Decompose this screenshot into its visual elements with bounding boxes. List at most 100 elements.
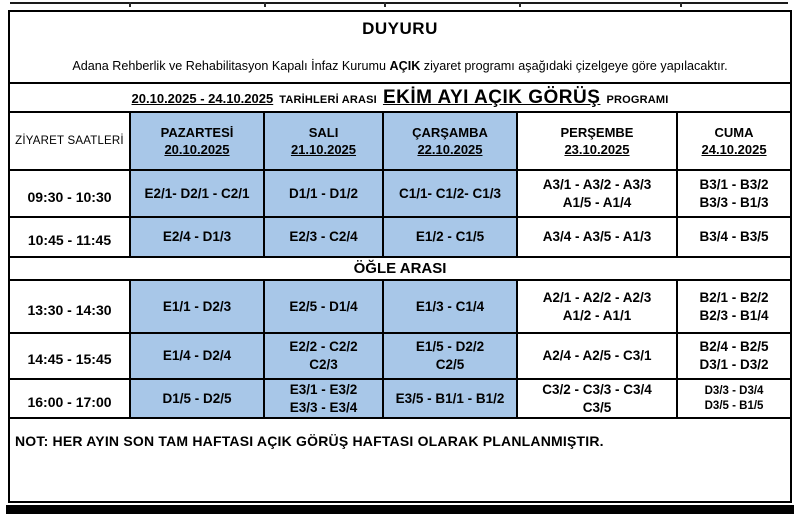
schedule-cell: E1/3 - C1/4 — [382, 279, 518, 334]
ward-list-line: E1/3 - C1/4 — [415, 298, 485, 314]
time-slot: 10:45 - 11:45 — [10, 216, 131, 258]
schedule-cell: E2/1- D2/1 - C2/1 — [129, 169, 265, 218]
lunch-break-row: ÖĞLE ARASI — [10, 256, 791, 281]
schedule-cell: D3/3 - D3/4 D3/5 - B1/5 — [675, 377, 791, 420]
program-suffix: PROGRAMI — [606, 93, 669, 106]
schedule-cell: C3/2 - C3/3 - C3/4 C3/5 — [516, 377, 678, 420]
schedule-cell: E2/3 - C2/4 — [263, 216, 384, 258]
date-range: 20.10.2025 - 24.10.2025 — [131, 90, 274, 106]
day-name: CUMA — [714, 124, 754, 140]
schedule-cell: E2/4 - D1/3 — [129, 216, 265, 258]
ward-list-line: B2/1 - B2/2 — [699, 289, 769, 305]
schedule-cell: E1/1 - D2/3 — [129, 279, 265, 334]
ward-list-line: A1/2 - A1/1 — [562, 307, 632, 323]
time-slot: 09:30 - 10:30 — [10, 169, 131, 218]
ward-list-line: E2/4 - D1/3 — [162, 229, 232, 245]
ward-list-line: E2/2 - C2/2 — [289, 339, 358, 355]
day-date: 21.10.2025 — [290, 142, 357, 158]
page-title: DUYURU — [362, 19, 438, 38]
day-name: ÇARŞAMBA — [412, 124, 488, 140]
ward-list-line: B3/3 - B1/3 — [699, 194, 769, 210]
subtitle-suffix: ziyaret programı aşağıdaki çizelgeye gör… — [420, 59, 728, 73]
day-header-row: ZİYARET SAATLERİ PAZARTESİ 20.10.2025 SALI… — [10, 111, 791, 171]
day-name: PAZARTESİ — [160, 124, 234, 140]
day-header-perşembe: PERŞEMBE 23.10.2025 — [516, 111, 678, 171]
day-header-cuma: CUMA 24.10.2025 — [675, 111, 791, 171]
ward-list-line: A2/4 - A2/5 - C3/1 — [542, 348, 652, 364]
schedule-cell: E3/1 - E3/2 E3/3 - E3/4 — [263, 377, 384, 420]
ward-list-line: E1/4 - D2/4 — [162, 348, 232, 364]
ward-list-line: C3/5 — [582, 399, 612, 415]
schedule-cell: E1/2 - C1/5 — [382, 216, 518, 258]
lunch-break-label: ÖĞLE ARASI — [10, 256, 791, 281]
announcement-header: DUYURU Adana Rehberlik ve Rehabilitasyon… — [10, 12, 790, 84]
day-header-sali: SALI 21.10.2025 — [263, 111, 384, 171]
day-header-çarşamba: ÇARŞAMBA 22.10.2025 — [382, 111, 518, 171]
schedule-cell: A2/4 - A2/5 - C3/1 — [516, 332, 678, 380]
ward-list-line: E1/5 - D2/2 — [415, 339, 485, 355]
note-row: NOT: HER AYIN SON TAM HAFTASI AÇIK GÖRÜŞ… — [10, 417, 791, 463]
schedule-cell: D1/1 - D1/2 — [263, 169, 384, 218]
schedule-cell: B2/4 - B2/5 D3/1 - D3/2 — [675, 332, 791, 380]
program-title-bar: 20.10.2025 - 24.10.2025 TARİHLERİ ARASI EK… — [10, 84, 791, 113]
ward-list-line: E2/1- D2/1 - C2/1 — [144, 185, 250, 201]
schedule-cell: B2/1 - B2/2 B2/3 - B1/4 — [675, 279, 791, 334]
time-column-header: ZİYARET SAATLERİ — [10, 111, 131, 171]
ward-list-line: A2/1 - A2/2 - A2/3 — [542, 289, 652, 305]
ward-list-line: E3/3 - E3/4 — [289, 399, 358, 415]
schedule-cell: C1/1- C1/2- C1/3 — [382, 169, 518, 218]
schedule-row: 14:45 - 15:45 E1/4 - D2/4 E2/2 - C2/2 C2/3 E… — [10, 332, 791, 380]
ward-list-line: C1/1- C1/2- C1/3 — [398, 185, 502, 201]
day-date: 23.10.2025 — [564, 142, 630, 158]
ward-list-line: C2/5 — [435, 357, 465, 372]
program-highlight-title: EKİM AYI AÇIK GÖRÜŞ — [382, 86, 601, 108]
schedule-row: 10:45 - 11:45 E2/4 - D1/3 E2/3 - C2/4 E1/2 … — [10, 216, 791, 258]
ward-list-line: D1/5 - D2/5 — [162, 390, 232, 406]
scan-artifact-bottom-bar — [6, 505, 794, 514]
ward-list-line: E2/5 - D1/4 — [289, 298, 358, 314]
schedule-cell: B3/4 - B3/5 — [675, 216, 791, 258]
ward-list-line: A3/4 - A3/5 - A1/3 — [542, 229, 652, 245]
scan-artifact-tick — [519, 2, 521, 7]
day-name: PERŞEMBE — [560, 124, 634, 140]
ward-list-line: B3/4 - B3/5 — [699, 229, 769, 245]
announcement-subtitle: Adana Rehberlik ve Rehabilitasyon Kapalı… — [72, 59, 727, 73]
day-date: 24.10.2025 — [701, 142, 767, 158]
schedule-sheet: DUYURU Adana Rehberlik ve Rehabilitasyon… — [8, 10, 792, 503]
schedule-cell: E1/5 - D2/2 C2/5 — [382, 332, 518, 380]
ward-list-line: B3/1 - B3/2 — [699, 176, 769, 192]
footer-note: NOT: HER AYIN SON TAM HAFTASI AÇIK GÖRÜŞ… — [10, 417, 791, 463]
ward-list-line: D3/5 - B1/5 — [704, 399, 764, 412]
ward-list-line: E3/1 - E3/2 — [289, 382, 358, 397]
day-date: 22.10.2025 — [417, 142, 483, 158]
schedule-cell: A2/1 - A2/2 - A2/3 A1/2 - A1/1 — [516, 279, 678, 334]
subtitle-bold-word: AÇIK — [389, 59, 421, 73]
day-date: 20.10.2025 — [164, 142, 230, 158]
time-slot: 14:45 - 15:45 — [10, 332, 131, 380]
ward-list-line: E2/3 - C2/4 — [289, 229, 358, 245]
schedule-cell: A3/1 - A3/2 - A3/3 A1/5 - A1/4 — [516, 169, 678, 218]
subtitle-prefix: Adana Rehberlik ve Rehabilitasyon Kapalı… — [72, 59, 390, 73]
scan-artifact-tick — [264, 2, 266, 7]
ward-list-line: C3/2 - C3/3 - C3/4 — [542, 382, 652, 397]
ward-list-line: A1/5 - A1/4 — [562, 194, 632, 210]
schedule-cell: B3/1 - B3/2 B3/3 - B1/3 — [675, 169, 791, 218]
program-title-row: 20.10.2025 - 24.10.2025 TARİHLERİ ARASI EK… — [10, 84, 791, 113]
ward-list-line: B2/3 - B1/4 — [699, 307, 769, 323]
ward-list-line: A3/1 - A3/2 - A3/3 — [542, 176, 652, 192]
ward-list-line: E3/5 - B1/1 - B1/2 — [395, 390, 505, 406]
ward-list-line: D1/1 - D1/2 — [288, 185, 359, 201]
scan-artifact-tick — [680, 2, 682, 7]
scan-artifact-top-line — [10, 2, 788, 4]
schedule-cell: A3/4 - A3/5 - A1/3 — [516, 216, 678, 258]
schedule-cell: E1/4 - D2/4 — [129, 332, 265, 380]
ward-list-line: B2/4 - B2/5 — [699, 339, 769, 355]
between-text: TARİHLERİ ARASI — [279, 93, 377, 106]
time-slot: 16:00 - 17:00 — [10, 377, 131, 420]
ward-list-line: D3/3 - D3/4 — [704, 384, 764, 397]
schedule-row: 16:00 - 17:00 D1/5 - D2/5 E3/1 - E3/2 E3/3 … — [10, 377, 791, 420]
ward-list-line: D3/1 - D3/2 — [699, 357, 769, 372]
day-name: SALI — [308, 124, 339, 140]
schedule-cell: D1/5 - D2/5 — [129, 377, 265, 420]
day-header-pazartesi̇: PAZARTESİ 20.10.2025 — [129, 111, 265, 171]
